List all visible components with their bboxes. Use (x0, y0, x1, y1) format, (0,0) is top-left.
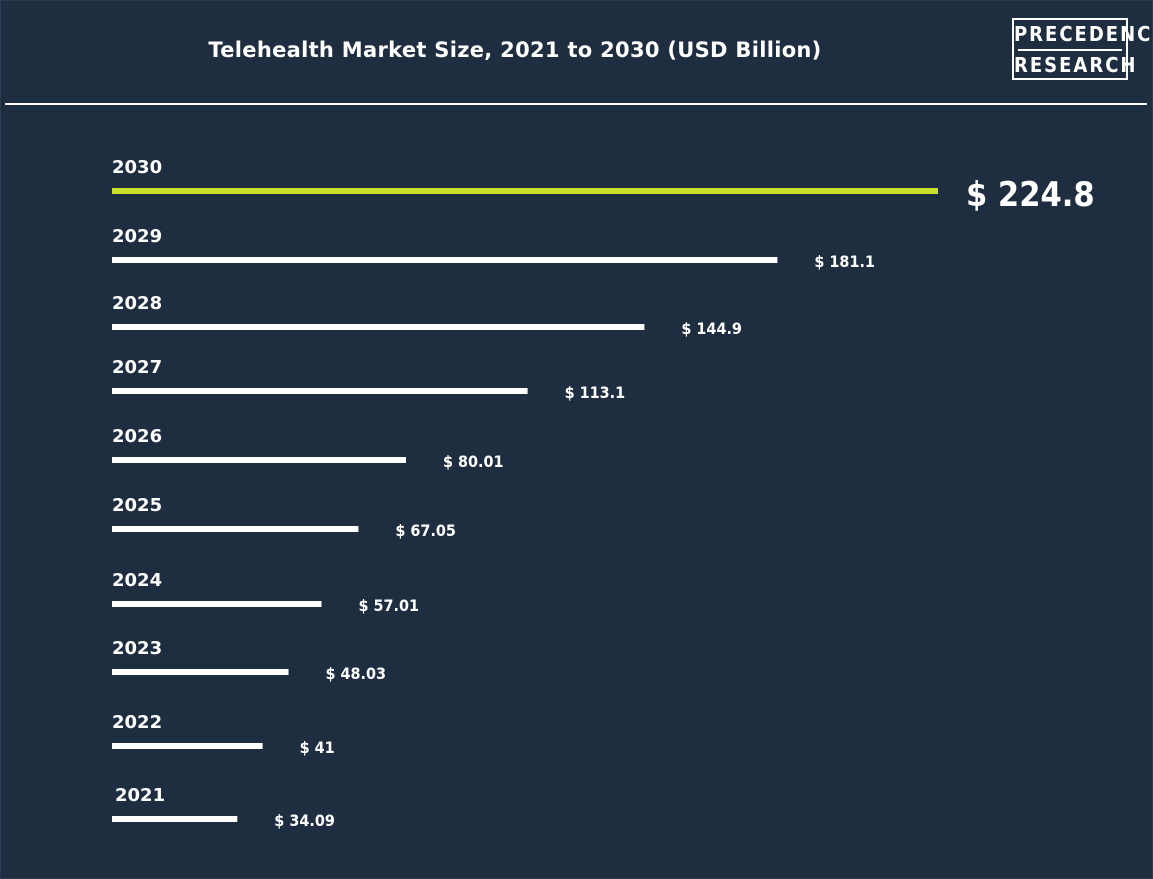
bar-2021 (112, 816, 238, 822)
value-label-2029: $ 181.1 (814, 252, 875, 271)
bar-2029 (112, 257, 778, 263)
value-label-2023: $ 48.03 (326, 664, 387, 683)
logo-divider (1018, 49, 1122, 51)
bar-2027 (112, 388, 528, 394)
value-label-2026: $ 80.01 (443, 452, 504, 471)
bar-2024 (112, 601, 322, 607)
chart-title: Telehealth Market Size, 2021 to 2030 (US… (208, 38, 822, 62)
category-label-2030: 2030 (112, 157, 162, 178)
bar-2030 (112, 188, 938, 194)
value-label-2028: $ 144.9 (681, 319, 742, 338)
bar-2022 (112, 743, 263, 749)
value-label-2030: $ 224.8 (966, 175, 1095, 215)
bar-2023 (112, 669, 289, 675)
category-label-2022: 2022 (112, 712, 162, 733)
value-label-2027: $ 113.1 (565, 383, 626, 402)
category-label-2026: 2026 (112, 426, 162, 447)
value-label-2022: $ 41 (300, 738, 335, 757)
category-label-2023: 2023 (112, 638, 162, 659)
category-label-2024: 2024 (112, 570, 162, 591)
category-label-2025: 2025 (112, 495, 162, 516)
category-label-2028: 2028 (112, 293, 162, 314)
category-label-2029: 2029 (112, 226, 162, 247)
value-label-2024: $ 57.01 (359, 596, 420, 615)
bar-2025 (112, 526, 359, 532)
bar-2026 (112, 457, 406, 463)
title-divider (5, 103, 1147, 105)
category-label-2027: 2027 (112, 357, 162, 378)
category-label-2021: 2021 (115, 785, 165, 806)
bar-2028 (112, 324, 645, 330)
value-label-2025: $ 67.05 (395, 521, 456, 540)
logo-line-2: RESEARCH (1014, 53, 1138, 77)
value-label-2021: $ 34.09 (274, 811, 335, 830)
